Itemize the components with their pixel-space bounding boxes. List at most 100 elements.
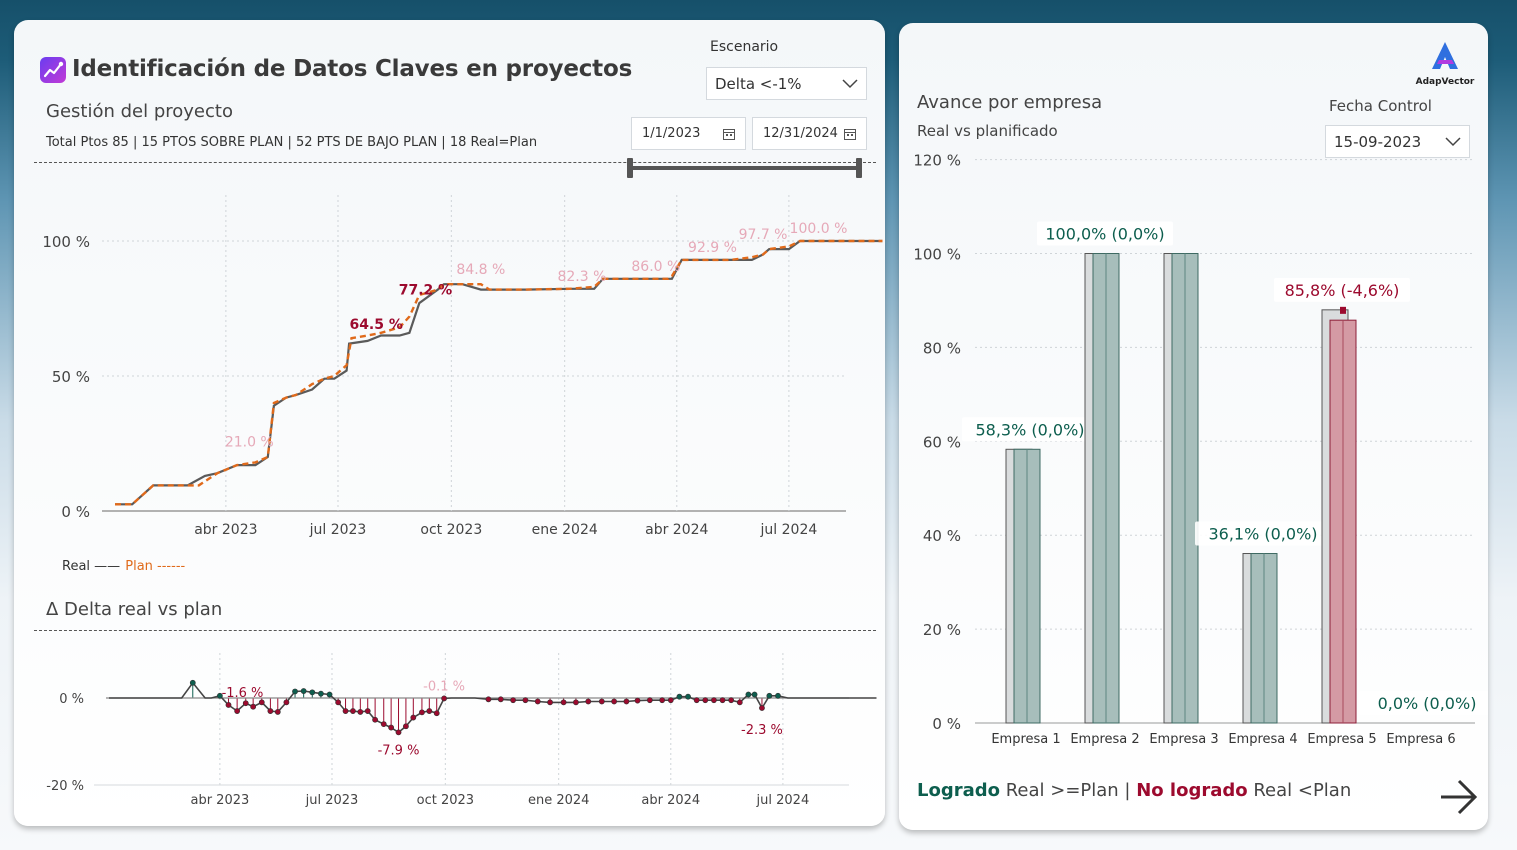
company-bar-chart: 0 % 20 % 40 % 60 % 80 % 100 % 120 % Empresa 1 58… — [913, 152, 1488, 747]
data-label: 100.0 % — [790, 221, 848, 237]
control-date-dropdown[interactable]: 15-09-2023 — [1325, 125, 1470, 158]
delta-point — [728, 697, 735, 704]
delta-chart-title: Δ Delta real vs plan — [46, 599, 223, 620]
y-tick-label: 100 % — [913, 246, 961, 264]
calendar-icon — [844, 128, 856, 140]
delta-point — [410, 714, 417, 721]
delta-point — [736, 699, 743, 706]
slider-handle-end[interactable] — [856, 158, 862, 178]
data-label: -7.9 % — [378, 743, 420, 758]
scenario-label: Escenario — [710, 39, 779, 55]
delta-point — [364, 708, 371, 714]
x-tick-label: oct 2023 — [417, 793, 474, 808]
delta-point — [522, 697, 529, 704]
delta-point — [388, 724, 395, 731]
delta-point — [309, 689, 316, 696]
data-label: 92.9 % — [688, 240, 737, 256]
control-date-value: 15-09-2023 — [1334, 132, 1422, 151]
x-tick-label: abr 2023 — [190, 793, 249, 808]
x-tick-label: abr 2024 — [641, 793, 700, 808]
delta-point — [547, 699, 553, 706]
data-label: 100,0% (0,0%) — [1045, 225, 1164, 244]
delta-point — [419, 709, 425, 716]
adapvector-logo: AdapVector — [1415, 41, 1475, 91]
delta-point — [685, 693, 691, 700]
data-label: 0,0% (0,0%) — [1378, 694, 1477, 713]
delta-point — [189, 679, 196, 686]
y-tick-label: -20 % — [46, 779, 84, 794]
legend-plan: Plan ------ — [125, 559, 186, 574]
summary-text: Total Ptos 85 | 15 PTOS SOBRE PLAN | 52 … — [46, 135, 538, 150]
delta-point — [403, 723, 409, 730]
delta-point — [702, 697, 709, 704]
arrow-right-icon[interactable] — [1439, 778, 1479, 816]
company-progress-card: AdapVector Avance por empresa Real vs pl… — [899, 23, 1488, 830]
y-tick-label: 80 % — [923, 339, 961, 357]
data-label: 77.2 % — [399, 283, 452, 299]
delta-point — [667, 697, 674, 704]
achieved-label: Logrado — [917, 780, 1000, 801]
x-tick-label: jul 2024 — [756, 793, 810, 808]
y-tick-label: 0 % — [59, 692, 84, 707]
x-tick-label: oct 2023 — [420, 522, 482, 538]
panel-subtitle: Real vs planificado — [917, 122, 1058, 140]
data-label-bg — [962, 417, 1098, 442]
delta-point — [719, 697, 726, 704]
y-tick-label: 120 % — [913, 152, 961, 170]
delta-point — [283, 699, 290, 706]
delta-line-chart: 0 % -20 % abr 2023 jul 2023 oct 2023 ene 2024… — [46, 653, 877, 808]
calendar-icon — [723, 128, 735, 140]
scenario-dropdown[interactable]: Delta <-1% — [706, 67, 867, 100]
chart-legend: Real —— Plan ------ — [62, 555, 185, 574]
x-tick-label: jul 2023 — [309, 522, 367, 538]
legend-real: Real —— — [62, 559, 121, 574]
end-date-value: 12/31/2024 — [763, 126, 838, 141]
y-tick-label: 0 % — [61, 503, 90, 521]
x-tick-label: jul 2023 — [305, 793, 359, 808]
x-tick-label: jul 2024 — [760, 522, 818, 538]
end-date-input[interactable]: 12/31/2024 — [752, 117, 867, 150]
section-subtitle: Gestión del proyecto — [46, 101, 233, 122]
x-tick-label: Empresa 1 — [991, 732, 1060, 747]
delta-point — [225, 702, 232, 708]
delta-point — [267, 708, 274, 714]
delta-point — [326, 691, 333, 698]
delta-point — [292, 688, 298, 695]
delta-point — [372, 716, 379, 723]
real-series-line — [115, 239, 883, 506]
delta-point — [342, 708, 349, 714]
data-label: -0.1 % — [423, 679, 465, 694]
plan-series-line — [115, 239, 883, 506]
data-label: 86.0 % — [631, 259, 680, 275]
slider-handle-start[interactable] — [627, 158, 633, 178]
trend-chart-icon — [40, 57, 66, 83]
delta-point — [646, 697, 653, 704]
delta-point — [585, 698, 592, 705]
delta-point — [573, 699, 579, 706]
delta-point — [395, 729, 402, 736]
y-tick-label: 60 % — [923, 433, 961, 451]
start-date-value: 1/1/2023 — [642, 126, 701, 141]
delta-point — [711, 697, 717, 704]
delta-point — [350, 708, 356, 714]
x-tick-label: ene 2024 — [532, 522, 598, 538]
delta-point — [258, 699, 265, 706]
delta-point — [775, 692, 781, 699]
delta-point — [611, 698, 618, 705]
delta-point — [274, 709, 281, 715]
delta-point — [250, 703, 257, 710]
data-label: 84.8 % — [456, 262, 505, 278]
delta-point — [759, 705, 765, 711]
delta-point — [693, 697, 700, 704]
delta-point — [380, 721, 387, 727]
start-date-input[interactable]: 1/1/2023 — [631, 117, 746, 150]
data-label: 21.0 % — [225, 434, 274, 450]
miss-marker — [1340, 306, 1346, 314]
x-tick-label: abr 2024 — [645, 522, 708, 538]
progress-line-chart: 0 % 50 % 100 % abr 2023 jul 2023 oct 2023 ene … — [42, 195, 883, 538]
data-label: 82.3 % — [557, 269, 606, 285]
delta-point — [234, 708, 241, 714]
logo-text: AdapVector — [1415, 77, 1475, 87]
date-range-slider[interactable] — [624, 156, 864, 180]
delta-point — [598, 698, 605, 705]
